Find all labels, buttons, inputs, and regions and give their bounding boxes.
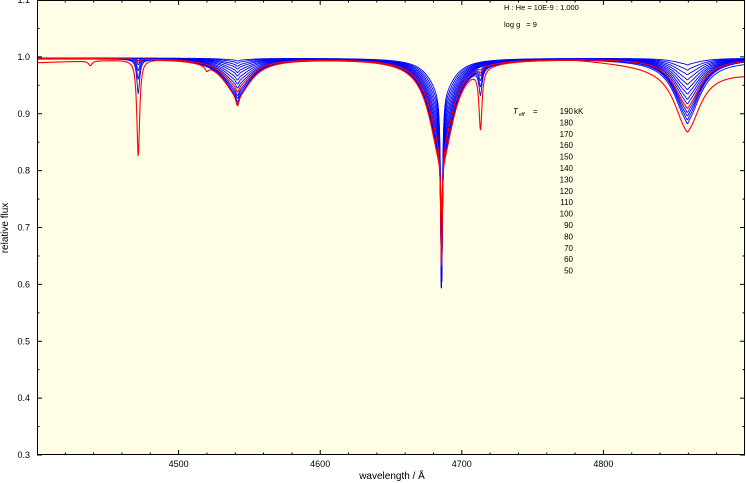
legend: T eff = kK 190 180 170 160 150 140 130 120 110 10… bbox=[513, 107, 584, 276]
abundance-annotation: H : He = 10E-9 : 1.000 bbox=[504, 3, 579, 12]
legend-entry-140: 140 bbox=[560, 164, 574, 173]
x-axis-label: wavelength / Å bbox=[358, 469, 425, 482]
legend-entry-70: 70 bbox=[564, 244, 573, 253]
x-tick-label: 4500 bbox=[169, 459, 189, 469]
legend-entry-160: 160 bbox=[560, 141, 574, 150]
axis-ticks: 4500 4600 4700 4800 0.3 0.4 0.5 0.6 0.7 0.8 0.9 1.0… bbox=[17, 0, 745, 469]
legend-entry-50: 50 bbox=[564, 267, 573, 276]
legend-entry-90: 90 bbox=[564, 221, 573, 230]
logg-value: = 9 bbox=[526, 20, 537, 29]
legend-entry-150: 150 bbox=[560, 153, 574, 162]
y-tick-label: 1.0 bbox=[17, 52, 30, 62]
y-tick-label: 0.3 bbox=[17, 450, 30, 460]
plot-area bbox=[37, 0, 745, 455]
x-tick-label: 4600 bbox=[310, 459, 330, 469]
logg-annotation: log g = 9 bbox=[504, 20, 537, 29]
legend-entry-130: 130 bbox=[560, 175, 574, 184]
legend-equals: = bbox=[533, 107, 538, 116]
x-tick-label: 4700 bbox=[452, 459, 472, 469]
spectrum-50-line bbox=[36, 59, 745, 212]
legend-entry-80: 80 bbox=[564, 232, 573, 241]
legend-teff-symbol: T bbox=[513, 107, 519, 116]
logg-label: log g bbox=[504, 20, 520, 29]
y-tick-label: 0.5 bbox=[17, 336, 30, 346]
y-tick-label: 0.6 bbox=[17, 279, 30, 289]
x-tick-label: 4800 bbox=[593, 459, 613, 469]
legend-teff-subscript: eff bbox=[519, 112, 525, 118]
legend-entry-180: 180 bbox=[560, 118, 574, 127]
y-tick-label: 0.9 bbox=[17, 109, 30, 119]
legend-entry-60: 60 bbox=[564, 255, 573, 264]
y-tick-label: 0.7 bbox=[17, 223, 30, 233]
legend-entry-120: 120 bbox=[560, 187, 574, 196]
y-axis-label: relative flux bbox=[0, 203, 11, 254]
legend-entry-100: 100 bbox=[560, 210, 574, 219]
y-tick-label: 0.8 bbox=[17, 166, 30, 176]
legend-entry-170: 170 bbox=[560, 130, 574, 139]
legend-entries: 190 180 170 160 150 140 130 120 110 100 90 80 70 60 50 bbox=[560, 107, 574, 276]
legend-entry-110: 110 bbox=[560, 198, 573, 207]
legend-unit: kK bbox=[574, 107, 584, 116]
legend-entry-190: 190 bbox=[560, 107, 574, 116]
spectra-group bbox=[36, 57, 745, 289]
spectrum-100-line bbox=[37, 57, 745, 267]
y-tick-label: 0.4 bbox=[17, 393, 30, 403]
y-tick-label: 1.1 bbox=[17, 0, 30, 5]
